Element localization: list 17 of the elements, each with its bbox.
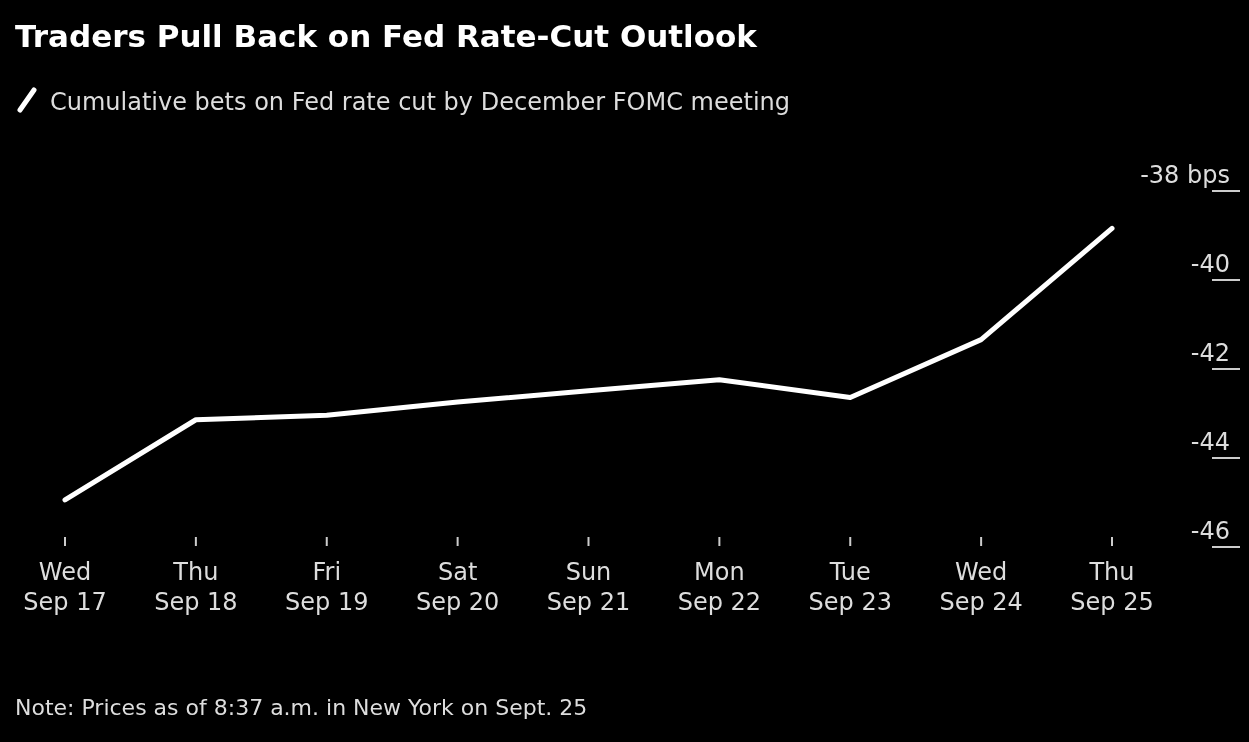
y-tick-label: -40 [1190,250,1230,278]
x-tick-label: Fri Sep 19 [285,558,369,616]
y-tick-label: -46 [1190,517,1230,545]
x-tick-label: Thu Sep 25 [1070,558,1154,616]
y-tick-label: -38 bps [1140,161,1230,189]
x-tick-label: Thu Sep 18 [154,558,238,616]
x-tick-label: Tue Sep 23 [808,558,892,616]
x-tick-label: Wed Sep 17 [23,558,107,616]
x-tick-label: Sun Sep 21 [546,558,631,616]
chart-title: Traders Pull Back on Fed Rate-Cut Outlook [15,18,759,54]
x-tick-label: Mon Sep 22 [677,558,762,616]
y-tick-label: -42 [1190,339,1230,367]
text: Note: Prices as of 8:37 a.m. in New York on Sept. 25 [15,695,588,720]
y-tick-label: -44 [1190,428,1230,456]
x-tick-label: Wed Sep 24 [939,558,1023,616]
x-tick-label: Sat Sep 20 [415,558,500,616]
legend-label: Cumulative bets on Fed rate cut by December FOMC meeting [50,88,790,116]
